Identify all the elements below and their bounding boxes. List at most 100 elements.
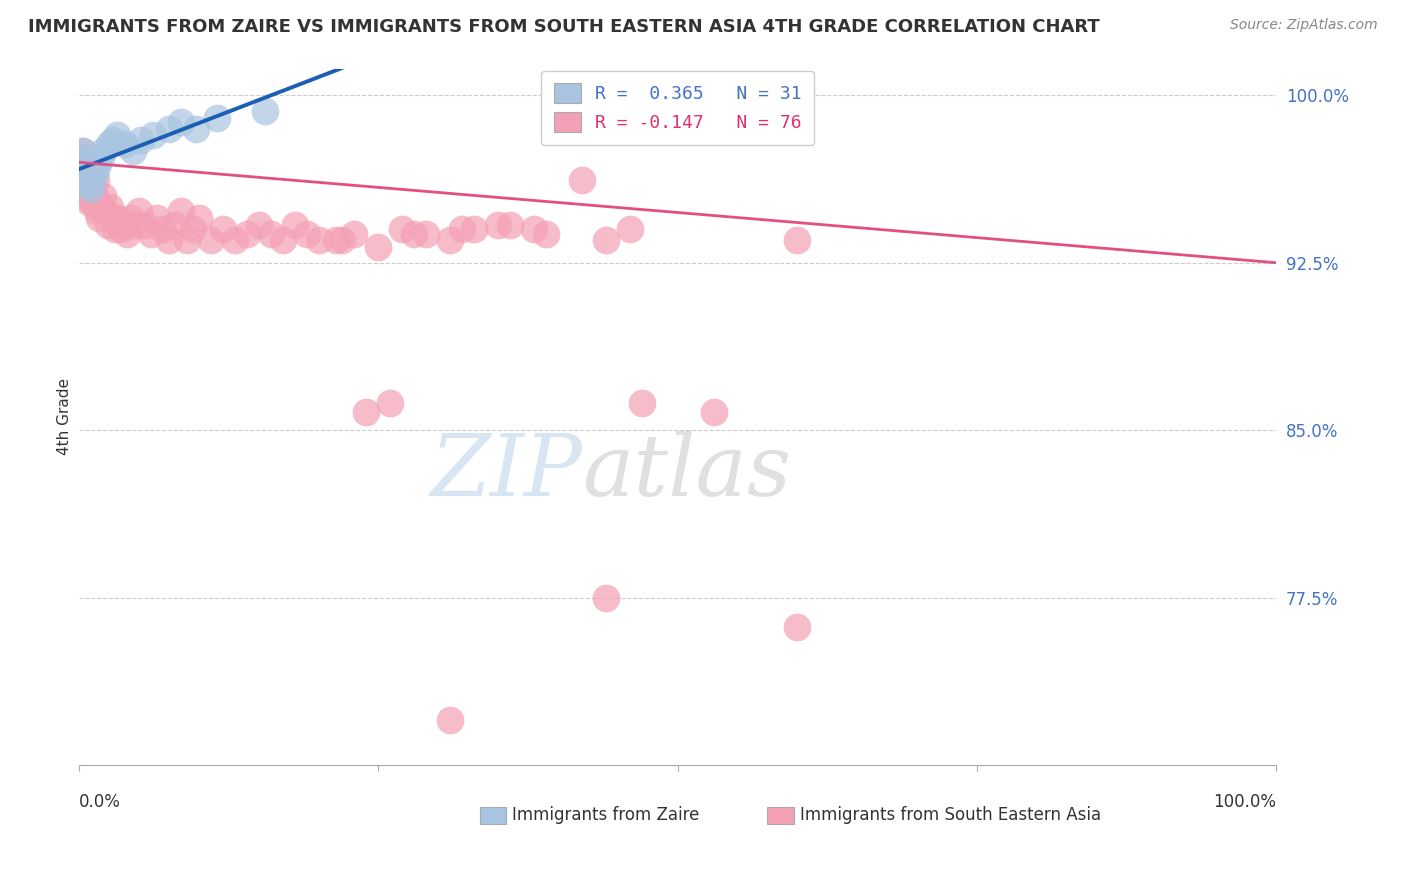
Point — [486, 218, 509, 232]
Point — [451, 222, 474, 236]
Point — [75, 173, 97, 187]
Point — [77, 151, 100, 165]
Point — [75, 178, 97, 192]
Point — [79, 188, 101, 202]
Point — [786, 619, 808, 633]
FancyBboxPatch shape — [479, 807, 506, 824]
Point — [76, 178, 98, 192]
Point — [90, 151, 112, 165]
Point — [75, 169, 97, 183]
Point — [75, 166, 97, 180]
Point — [308, 234, 330, 248]
Text: ZIP: ZIP — [430, 431, 582, 514]
Point — [595, 234, 617, 248]
Point — [205, 111, 228, 125]
Point — [90, 200, 112, 214]
Point — [571, 173, 593, 187]
Point — [284, 218, 307, 232]
Point — [595, 591, 617, 605]
Point — [271, 234, 294, 248]
Y-axis label: 4th Grade: 4th Grade — [58, 378, 72, 455]
Point — [114, 137, 136, 152]
Point — [170, 204, 193, 219]
Point — [128, 204, 150, 219]
Point — [101, 133, 124, 147]
Point — [110, 222, 132, 236]
Point — [211, 222, 233, 236]
Point — [84, 173, 107, 187]
Point — [75, 173, 97, 187]
Point — [259, 227, 281, 241]
Point — [499, 218, 522, 232]
Point — [404, 227, 426, 241]
Point — [86, 160, 108, 174]
Point — [75, 160, 97, 174]
Point — [97, 218, 120, 232]
Point — [157, 121, 180, 136]
Point — [122, 218, 145, 232]
Text: Immigrants from Zaire: Immigrants from Zaire — [512, 806, 700, 824]
Point — [83, 188, 105, 202]
Point — [80, 182, 103, 196]
Point — [142, 128, 165, 143]
Point — [89, 211, 111, 225]
Point — [157, 234, 180, 248]
Point — [224, 234, 246, 248]
Point — [120, 211, 142, 225]
Point — [122, 144, 145, 158]
Point — [94, 204, 117, 219]
Point — [163, 218, 186, 232]
Point — [439, 234, 461, 248]
Point — [91, 144, 114, 158]
Point — [75, 182, 97, 196]
Point — [75, 155, 97, 169]
Point — [80, 160, 103, 174]
Point — [82, 178, 104, 192]
Legend: R =  0.365   N = 31, R = -0.147   N = 76: R = 0.365 N = 31, R = -0.147 N = 76 — [541, 70, 814, 145]
Point — [786, 234, 808, 248]
Text: 0.0%: 0.0% — [79, 793, 121, 811]
Point — [115, 227, 138, 241]
Point — [77, 195, 100, 210]
Point — [295, 227, 318, 241]
Point — [83, 166, 105, 180]
Point — [343, 227, 366, 241]
Point — [82, 173, 104, 187]
Point — [247, 218, 270, 232]
Point — [91, 188, 114, 202]
Point — [391, 222, 413, 236]
Point — [253, 103, 276, 118]
Point — [101, 211, 124, 225]
Point — [104, 222, 127, 236]
Point — [139, 227, 162, 241]
Point — [73, 151, 96, 165]
Point — [702, 405, 724, 419]
Text: Source: ZipAtlas.com: Source: ZipAtlas.com — [1230, 18, 1378, 32]
Text: atlas: atlas — [582, 431, 792, 514]
Point — [619, 222, 641, 236]
Point — [79, 166, 101, 180]
Point — [82, 195, 104, 210]
Point — [630, 396, 652, 410]
Point — [76, 161, 98, 176]
Point — [332, 234, 354, 248]
Point — [72, 160, 94, 174]
Point — [131, 133, 153, 147]
Point — [73, 166, 96, 180]
Point — [463, 222, 485, 236]
Point — [415, 227, 437, 241]
Point — [77, 182, 100, 196]
Point — [439, 714, 461, 728]
Point — [107, 211, 129, 225]
Point — [134, 218, 156, 232]
Point — [187, 211, 209, 225]
Point — [200, 234, 222, 248]
Point — [176, 234, 198, 248]
Point — [235, 227, 257, 241]
Point — [325, 234, 347, 248]
Point — [380, 396, 402, 410]
Point — [152, 222, 174, 236]
Point — [80, 182, 103, 196]
Text: IMMIGRANTS FROM ZAIRE VS IMMIGRANTS FROM SOUTH EASTERN ASIA 4TH GRADE CORRELATIO: IMMIGRANTS FROM ZAIRE VS IMMIGRANTS FROM… — [28, 18, 1099, 36]
Text: 100.0%: 100.0% — [1213, 793, 1277, 811]
